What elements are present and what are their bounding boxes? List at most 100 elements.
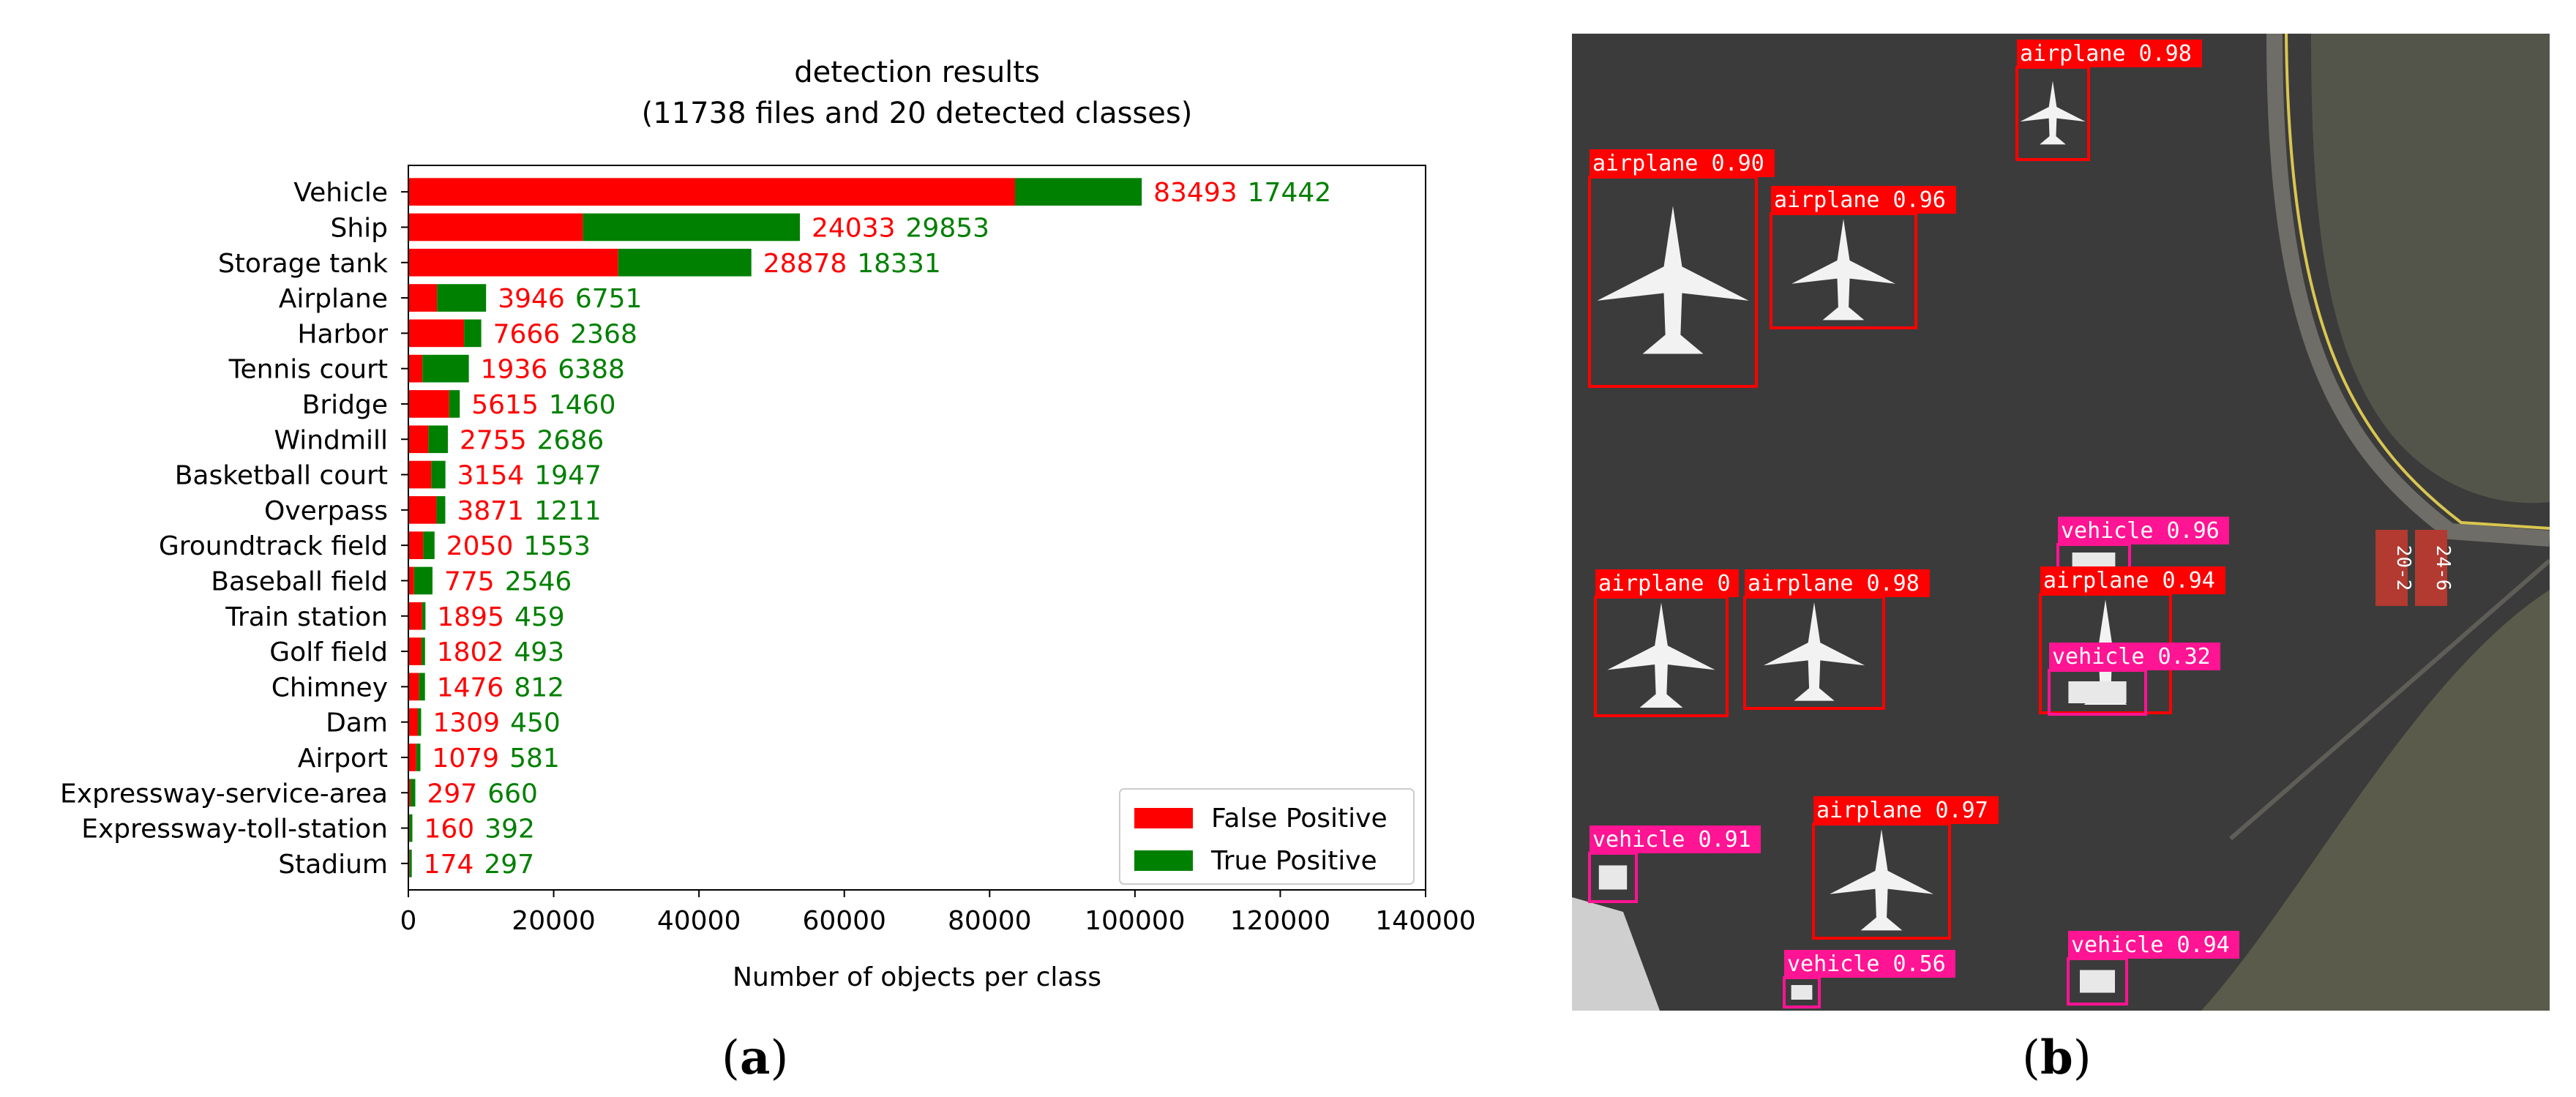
value-label-true-positive: 1460 [549, 390, 616, 420]
value-label: 1895 459 [437, 602, 564, 632]
chart-subtitle: (11738 files and 20 detected classes) [642, 97, 1193, 130]
bar-false-positive [408, 178, 1015, 206]
category-label: Basketball court [175, 461, 388, 491]
category-label: Expressway-toll-station [81, 815, 388, 845]
value-label: 5615 1460 [471, 390, 615, 420]
panel-label-a: (a) [722, 1030, 789, 1085]
value-label-false-positive: 1802 [437, 637, 504, 667]
category-label: Airplane [279, 284, 388, 314]
detection-label: vehicle 0.91 [1592, 827, 1751, 853]
x-axis-label: Number of objects per class [733, 962, 1101, 992]
bar-false-positive [408, 708, 418, 736]
vehicle-shape [1598, 865, 1628, 890]
value-label: 3154 1947 [457, 461, 602, 491]
bar-false-positive [408, 602, 422, 630]
detection-label: vehicle 0.94 [2071, 932, 2230, 958]
category-label: Groundtrack field [159, 531, 388, 561]
legend-frame [1119, 788, 1415, 885]
bar-false-positive [408, 496, 437, 524]
grass-area-bottom [2201, 590, 2550, 1011]
value-label: 1309 450 [433, 708, 560, 738]
value-label: 1936 6388 [481, 355, 625, 385]
detection-label: airplane 0.90 [1592, 151, 1764, 176]
bar-true-positive [436, 496, 446, 524]
category-label: Windmill [274, 425, 388, 455]
value-label-false-positive: 1895 [437, 602, 504, 632]
vehicle-shape [2080, 970, 2115, 993]
value-label-true-positive: 297 [484, 850, 534, 880]
category-label: Airport [298, 744, 388, 774]
runway-marking-2: 24-6 [2432, 545, 2454, 591]
detection-label-bg [1784, 950, 1955, 978]
value-label-false-positive: 2050 [446, 531, 514, 561]
value-label-false-positive: 297 [427, 779, 478, 809]
value-label: 174 297 [424, 850, 534, 880]
category-label: Storage tank [218, 249, 388, 279]
value-label-true-positive: 18331 [857, 249, 941, 279]
category-label: Train station [225, 602, 388, 632]
value-label-false-positive: 1079 [432, 744, 499, 774]
category-label: Harbor [297, 319, 388, 349]
bars-group [408, 178, 1142, 877]
taxiway-diagonal [2229, 558, 2550, 841]
bar-false-positive [408, 744, 416, 771]
value-label-false-positive: 7666 [493, 319, 561, 349]
detection-label: vehicle 0.56 [1787, 951, 1946, 977]
panel-letter-b: b [2040, 1030, 2073, 1085]
category-label: Bridge [302, 390, 388, 420]
panel-label-b: (b) [2022, 1030, 2092, 1085]
detection-label-bg [2017, 40, 2202, 67]
bar-false-positive [408, 213, 583, 242]
detection-label: airplane 0 [1598, 571, 1731, 596]
detection-label-bg [2058, 517, 2229, 544]
bar-true-positive [449, 390, 460, 418]
value-label-true-positive: 1947 [534, 461, 602, 491]
bar-false-positive [408, 354, 423, 383]
bar-true-positive [413, 566, 433, 595]
bar-true-positive [409, 850, 412, 877]
value-label: 160 392 [424, 815, 534, 845]
value-label-false-positive: 2755 [460, 425, 527, 455]
value-label-true-positive: 812 [514, 673, 564, 703]
value-label-false-positive: 28878 [763, 249, 847, 279]
bar-true-positive [419, 673, 425, 701]
detection-label-bg [2068, 931, 2239, 959]
detection-label: airplane 0.96 [1774, 187, 1946, 213]
detection-label-bg [1813, 796, 1999, 824]
value-label: 297 660 [427, 779, 538, 809]
value-label-false-positive: 1476 [437, 673, 504, 703]
x-tick-label: 120000 [1230, 906, 1330, 936]
x-tick-label: 80000 [948, 906, 1032, 936]
bar-true-positive [1014, 178, 1142, 206]
vehicle-shape [2072, 553, 2116, 569]
bar-false-positive [408, 284, 438, 312]
detection-label: airplane 0.98 [2020, 41, 2192, 67]
taxiway-curve [2266, 34, 2550, 547]
value-label-true-positive: 450 [510, 708, 561, 738]
value-label-false-positive: 24033 [812, 213, 896, 243]
bar-true-positive [409, 814, 413, 842]
value-label-true-positive: 2368 [570, 319, 637, 349]
value-label: 3946 6751 [498, 284, 642, 314]
airplane-shape [1763, 602, 1865, 701]
value-label-false-positive: 3871 [457, 496, 524, 526]
category-label: Ship [330, 213, 388, 243]
bar-false-positive [408, 637, 422, 665]
value-label: 1079 581 [432, 744, 559, 774]
category-label: Tennis court [228, 355, 388, 385]
x-tick-label: 40000 [657, 906, 741, 936]
bar-true-positive [428, 425, 449, 454]
bar-true-positive [423, 531, 435, 559]
runway-sign-right [2415, 530, 2447, 606]
x-tick-label: 20000 [512, 906, 596, 936]
bar-true-positive [431, 460, 446, 489]
bar-false-positive [408, 425, 429, 454]
airplane-shape [1597, 206, 1749, 354]
x-axis-ticks: 0 20000 40000 60000 80000 100000 120000 140000 [400, 890, 1476, 936]
value-label: 1476 812 [437, 673, 564, 703]
plot-frame [408, 165, 1426, 891]
detection-label-bg [1771, 186, 1956, 214]
value-label-true-positive: 660 [487, 779, 538, 809]
x-tick-label: 100000 [1085, 906, 1185, 936]
